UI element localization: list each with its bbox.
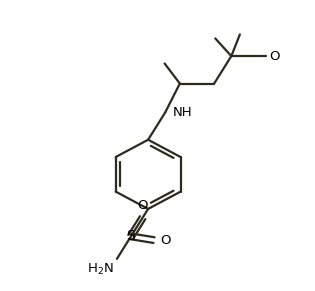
Text: H$_2$N: H$_2$N bbox=[87, 262, 114, 277]
Text: O: O bbox=[160, 234, 171, 246]
Text: O: O bbox=[269, 49, 280, 63]
Text: NH: NH bbox=[173, 106, 193, 119]
Text: O: O bbox=[137, 199, 148, 212]
Text: S: S bbox=[127, 229, 135, 243]
